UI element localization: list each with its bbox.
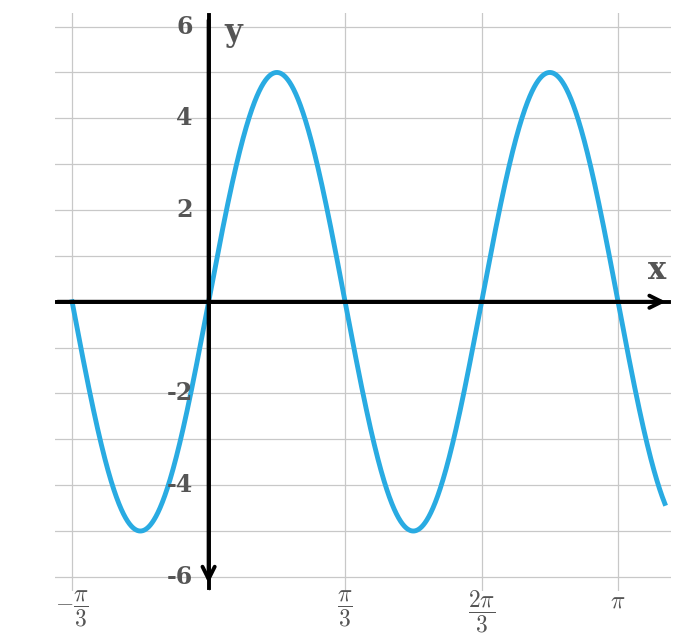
Text: x: x <box>648 255 666 286</box>
Text: -6: -6 <box>166 565 193 589</box>
Text: y: y <box>224 17 242 48</box>
Text: 6: 6 <box>177 15 193 39</box>
Text: $\dfrac{2\pi}{3}$: $\dfrac{2\pi}{3}$ <box>468 588 495 635</box>
Text: -2: -2 <box>166 381 193 406</box>
Text: -4: -4 <box>166 473 193 497</box>
Text: $\pi$: $\pi$ <box>610 588 626 612</box>
Text: $\dfrac{\pi}{3}$: $\dfrac{\pi}{3}$ <box>337 588 353 629</box>
Text: 4: 4 <box>177 107 193 130</box>
Text: 2: 2 <box>177 198 193 222</box>
Text: $-\dfrac{\pi}{3}$: $-\dfrac{\pi}{3}$ <box>55 588 89 629</box>
